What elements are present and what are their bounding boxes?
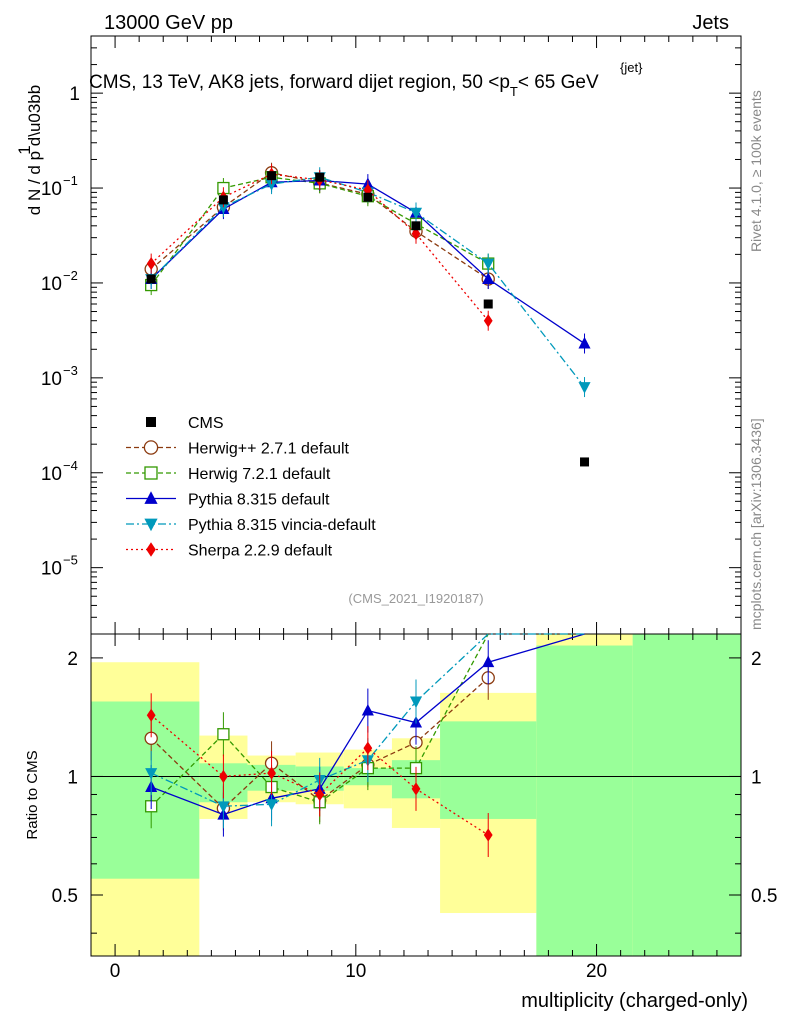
legend-marker <box>144 491 158 504</box>
ratio-y-axis-title: Ratio to CMS <box>24 750 41 839</box>
plot-title: CMS, 13 TeV, AK8 jets, forward dijet reg… <box>89 72 599 99</box>
ratio-point <box>265 799 278 811</box>
ratio-series <box>144 633 585 858</box>
ratio-y-tick-label: 1 <box>67 767 78 788</box>
legend-label: Sherpa 2.2.9 default <box>188 543 333 560</box>
main-series <box>144 162 591 467</box>
band-green <box>632 634 741 956</box>
data-point <box>482 272 495 284</box>
legend-marker <box>146 417 156 427</box>
ratio-point <box>315 787 325 802</box>
data-point <box>483 314 493 328</box>
side-label-bottom: mcplots.cern.ch [arXiv:1306.3436] <box>748 418 764 630</box>
y-tick-label-exponent: −3 <box>63 363 78 378</box>
ratio-y-tick-label-right: 1 <box>751 767 762 788</box>
legend-marker <box>144 466 158 480</box>
cms-data-point <box>267 171 277 181</box>
side-label-top: Rivet 4.1.0, ≥ 100k events <box>748 90 764 252</box>
svg-text:d N / d p d\u03bb: d N / d p d\u03bb <box>25 85 44 215</box>
ratio-point <box>267 766 276 780</box>
cms-data-point <box>363 192 373 202</box>
data-point <box>578 336 591 349</box>
cms-data-point <box>411 221 421 231</box>
ratio-line <box>150 633 585 816</box>
y-tick-label: 1 <box>69 84 80 105</box>
y-tick-label: 10 <box>41 274 62 295</box>
ratio-point <box>217 801 230 813</box>
ratio-y-tick-label: 2 <box>67 649 78 670</box>
data-point <box>146 256 156 271</box>
ratio-y-tick-label: 0.5 <box>52 886 78 907</box>
analysis-id: (CMS_2021_I1920187) <box>348 591 483 606</box>
y-tick-label-exponent: −1 <box>63 173 78 188</box>
y-tick-label-exponent: −4 <box>63 458 78 473</box>
series-line <box>150 173 489 322</box>
y-tick-label-exponent: −2 <box>63 268 78 283</box>
ratio-point <box>217 728 230 741</box>
data-point <box>578 382 591 394</box>
ratio-line <box>150 633 585 807</box>
data-point <box>409 207 423 220</box>
legend-marker <box>146 542 156 557</box>
header-left-label: 13000 GeV pp <box>104 12 233 34</box>
band-green <box>91 701 200 879</box>
cms-data-point <box>580 457 590 467</box>
data-point <box>217 202 230 214</box>
legend-label: CMS <box>188 415 224 432</box>
ratio-point <box>219 769 228 784</box>
band-green <box>440 721 537 819</box>
legend-label: Herwig 7.2.1 default <box>188 466 331 483</box>
legend: CMS Herwig++ 2.7.1 default Herwig 7.2.1 de… <box>126 415 376 560</box>
ratio-point <box>411 782 421 796</box>
band-green <box>536 645 633 956</box>
x-axis-title: multiplicity (charged-only) <box>521 990 748 1012</box>
y-tick-label: 10 <box>41 559 62 580</box>
series-line <box>150 179 585 345</box>
series-line <box>150 176 489 286</box>
plot-title-end: < 65 GeV <box>518 72 599 93</box>
data-point <box>482 258 495 271</box>
ratio-point <box>146 708 156 722</box>
legend-label: Pythia 8.315 default <box>188 492 330 509</box>
axis-ticks <box>91 35 741 956</box>
ratio-point <box>363 741 373 755</box>
ratio-point <box>361 703 374 716</box>
cms-data-point <box>218 195 228 205</box>
main-y-axis-title: 1 d N / d p d\u03bb <box>15 85 44 215</box>
cms-data-point <box>483 299 493 309</box>
legend-label: Herwig++ 2.7.1 default <box>188 441 350 458</box>
cms-data-point <box>315 172 325 182</box>
legend-marker <box>143 440 159 455</box>
y-tick-label: 10 <box>41 369 62 390</box>
legend-label: Pythia 8.315 vincia-default <box>188 517 376 534</box>
x-tick-label: 0 <box>110 961 121 982</box>
cms-data-point <box>146 274 156 284</box>
x-tick-label: 20 <box>586 961 607 982</box>
svg-text:1: 1 <box>15 145 34 154</box>
ratio-y-tick-label-right: 0.5 <box>751 886 777 907</box>
plot-title-main: CMS, 13 TeV, AK8 jets, forward dijet reg… <box>89 72 510 93</box>
legend-marker <box>144 518 158 532</box>
ratio-plot-frame <box>90 633 742 957</box>
data-point <box>411 227 421 241</box>
ratio-point <box>483 828 493 842</box>
y-tick-label-exponent: −5 <box>63 553 78 568</box>
plot-title-sub: T <box>510 84 518 99</box>
plot-title-sup: {jet} <box>620 60 643 75</box>
ratio-point <box>482 655 495 668</box>
series-line <box>150 176 586 388</box>
x-tick-label: 10 <box>345 961 366 982</box>
data-point <box>265 179 278 191</box>
y-tick-label: 10 <box>41 464 62 485</box>
header-right-label: Jets <box>692 12 729 34</box>
ratio-point <box>409 696 423 709</box>
y-tick-label: 10 <box>41 179 62 200</box>
ratio-point <box>145 768 158 780</box>
ratio-y-tick-label-right: 2 <box>751 649 762 670</box>
